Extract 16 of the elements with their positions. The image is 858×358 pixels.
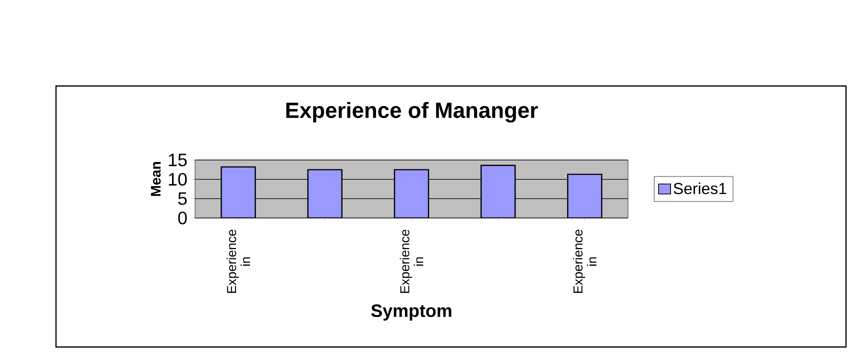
x-tick-label: Experience in	[573, 230, 596, 293]
y-axis-title: Mean	[150, 162, 161, 196]
bar	[480, 164, 516, 218]
bar	[307, 169, 343, 218]
x-tick-label: Experience in	[226, 230, 250, 293]
y-tick-label: 15	[168, 154, 187, 166]
bar	[220, 166, 256, 218]
y-tick-label: 10	[168, 172, 187, 186]
chart-title: Experience of Mananger	[286, 102, 538, 122]
x-axis-title: Symptom	[371, 304, 452, 321]
legend-label: Series1	[674, 182, 726, 194]
bar	[394, 169, 430, 218]
x-tick-label: Experience in	[400, 230, 424, 293]
bar	[567, 174, 602, 218]
y-tick-label: 5	[178, 192, 187, 205]
y-tick-label: 0	[178, 212, 187, 224]
